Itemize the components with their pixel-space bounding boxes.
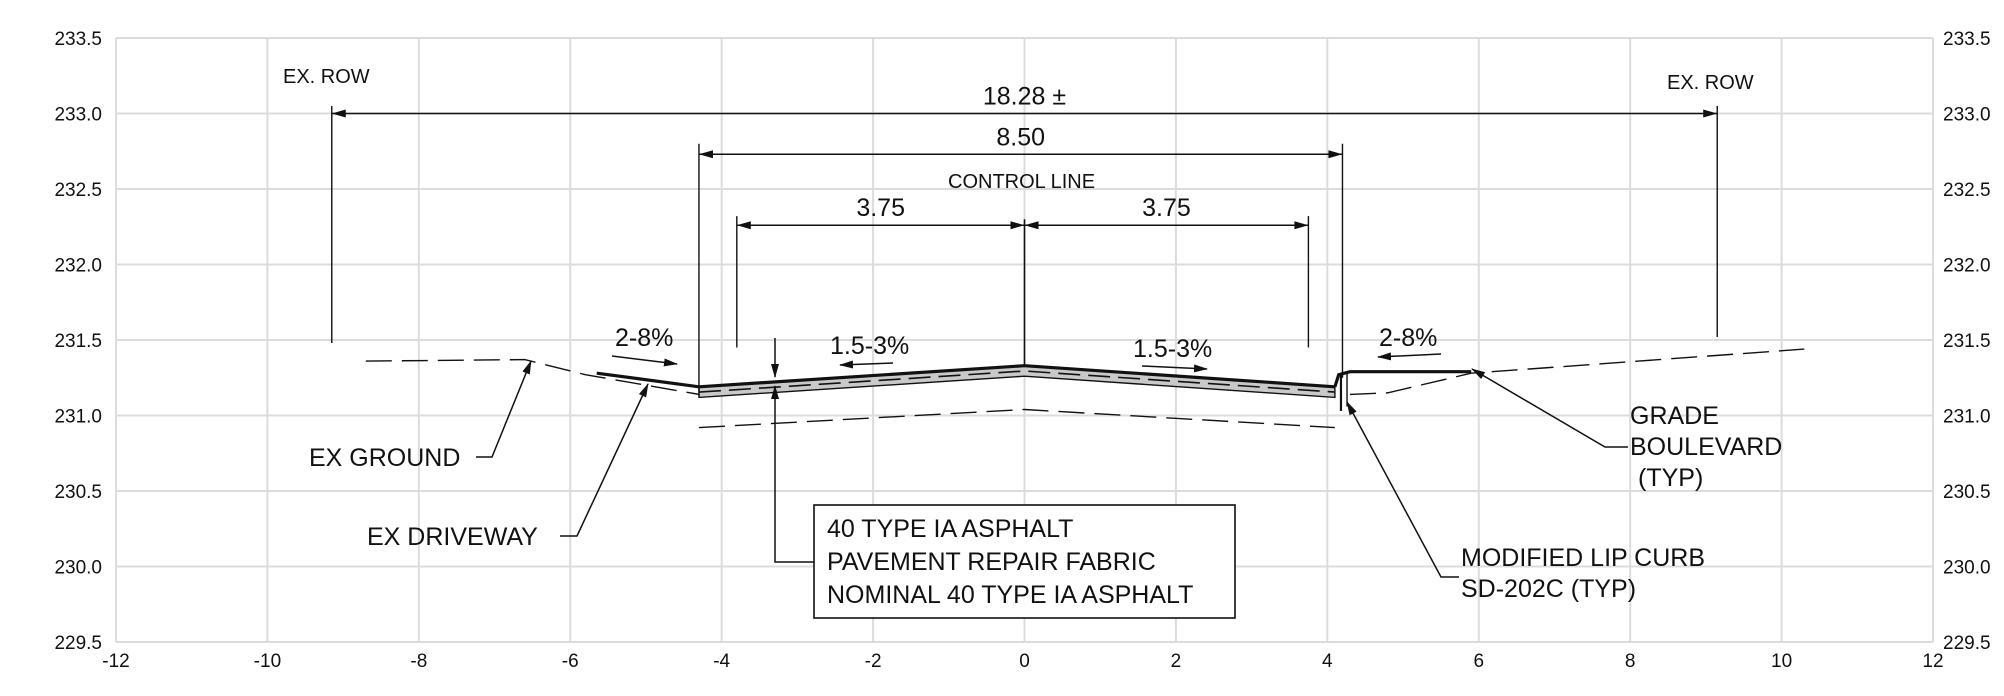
x-tick-label-9: 6: [1473, 651, 1484, 672]
ex-driveway-label: EX DRIVEWAY: [367, 523, 538, 551]
x-tick-label-7: 2: [1171, 651, 1182, 672]
control-line-label: CONTROL LINE: [948, 171, 1095, 193]
ex-row-left-label: EX. ROW: [283, 66, 370, 88]
y-tick-left-6: 230.5: [54, 482, 102, 503]
dimension-lane-right-arrow-start: [1024, 221, 1039, 230]
slope-right-label: 2-8%: [1379, 324, 1437, 352]
y-tick-left-3: 232.0: [54, 256, 102, 277]
existing-ground-left: [365, 358, 700, 396]
x-tick-label-10: 8: [1625, 651, 1636, 672]
dimension-lane-left-arrow-start: [736, 221, 751, 230]
dimension-pavement-arrow-start: [698, 150, 713, 159]
x-tick-label-1: -10: [254, 651, 281, 672]
x-tick-label-4: -4: [713, 651, 730, 672]
dimension-lane-right-label: 3.75: [1142, 194, 1191, 222]
y-tick-right-0: 233.5: [1943, 29, 1991, 50]
curb-note-leader: [1346, 401, 1459, 578]
x-tick-label-6: 0: [1019, 651, 1030, 672]
dimension-lane-left-label: 3.75: [856, 194, 905, 222]
y-tick-right-6: 230.5: [1943, 482, 1991, 503]
grade-boulevard-line-1: GRADE: [1630, 402, 1719, 430]
dimension-row-label: 18.28 ±: [983, 83, 1066, 111]
y-tick-right-4: 231.5: [1943, 331, 1991, 352]
curb-note-line-2: SD-202C (TYP): [1461, 575, 1636, 603]
dimension-pavement-arrow-end: [1328, 150, 1343, 159]
pavement-course-line: [698, 370, 1335, 393]
x-tick-label-0: -12: [102, 651, 129, 672]
x-tick-label-11: 10: [1771, 651, 1792, 672]
dimension-pavement-label: 8.50: [996, 123, 1045, 151]
y-tick-right-3: 232.0: [1943, 256, 1991, 277]
curb-profile: [1333, 370, 1472, 388]
y-tick-left-8: 229.5: [54, 633, 102, 654]
slope-arrows: [611, 352, 1442, 373]
ex-ground-label: EX GROUND: [309, 444, 460, 472]
material-note-box: [813, 504, 1236, 619]
slope-lane-left-label: 1.5-3%: [830, 332, 909, 360]
y-tick-right-7: 230.0: [1943, 558, 1991, 579]
material-note-line-3: NOMINAL 40 TYPE IA ASPHALT: [827, 581, 1193, 609]
grade-boulevard-leader: [1471, 368, 1628, 448]
slope-right-arrow: [1377, 352, 1442, 361]
y-tick-left-4: 231.5: [54, 331, 102, 352]
dimension-lane-right-arrow-end: [1294, 221, 1309, 230]
y-tick-left-1: 233.0: [54, 105, 102, 126]
ex-ground-leader: [476, 360, 532, 458]
grade-boulevard-line-2: BOULEVARD: [1630, 433, 1782, 461]
dimension-lines: 18.28 ± 8.50 3.75 3.75: [331, 83, 1718, 393]
slope-lane-right-label: 1.5-3%: [1133, 335, 1212, 363]
slope-left-label: 2-8%: [615, 324, 673, 352]
curb-note-line-1: MODIFIED LIP CURB: [1461, 544, 1705, 572]
existing-ground-right: [1349, 348, 1805, 396]
x-tick-label-8: 4: [1322, 651, 1333, 672]
slope-lane-right-arrow: [1141, 364, 1208, 373]
material-note-leader: [771, 385, 814, 563]
ex-row-right-label: EX. ROW: [1667, 72, 1754, 94]
y-tick-right-1: 233.0: [1943, 105, 1991, 126]
x-tick-label-3: -6: [562, 651, 579, 672]
material-note-line-1: 40 TYPE IA ASPHALT: [827, 515, 1073, 543]
dimension-lane-left-arrow-end: [1010, 221, 1025, 230]
leader-lines: [476, 338, 1628, 578]
y-tick-left-7: 230.0: [54, 558, 102, 579]
grade-boulevard-line-3: (TYP): [1638, 464, 1703, 492]
finished-surface: [596, 364, 1336, 389]
y-tick-right-5: 231.0: [1943, 407, 1991, 428]
material-note-line-2: PAVEMENT REPAIR FABRIC: [827, 548, 1156, 576]
dimension-row-arrow-end: [1703, 109, 1718, 118]
axis-ticks: -12 -10 -8 -6 -4 -2 0 2 4 6 8 10 12 233.5 233.0 232.5 23…: [54, 29, 1990, 672]
y-tick-right-8: 229.5: [1943, 633, 1991, 654]
x-tick-label-5: -2: [865, 651, 882, 672]
section-geometry: [365, 219, 1805, 429]
y-tick-left-0: 233.5: [54, 29, 102, 50]
subgrade-line: [698, 408, 1335, 429]
y-tick-left-5: 231.0: [54, 407, 102, 428]
dimension-row-arrow-start: [331, 109, 346, 118]
y-tick-right-2: 232.5: [1943, 180, 1991, 201]
slope-lane-left-arrow: [839, 360, 894, 369]
ex-driveway-leader: [560, 383, 649, 537]
x-tick-label-2: -8: [410, 651, 427, 672]
slope-left-arrow: [611, 355, 678, 367]
y-tick-left-2: 232.5: [54, 180, 102, 201]
x-tick-label-12: 12: [1922, 651, 1943, 672]
